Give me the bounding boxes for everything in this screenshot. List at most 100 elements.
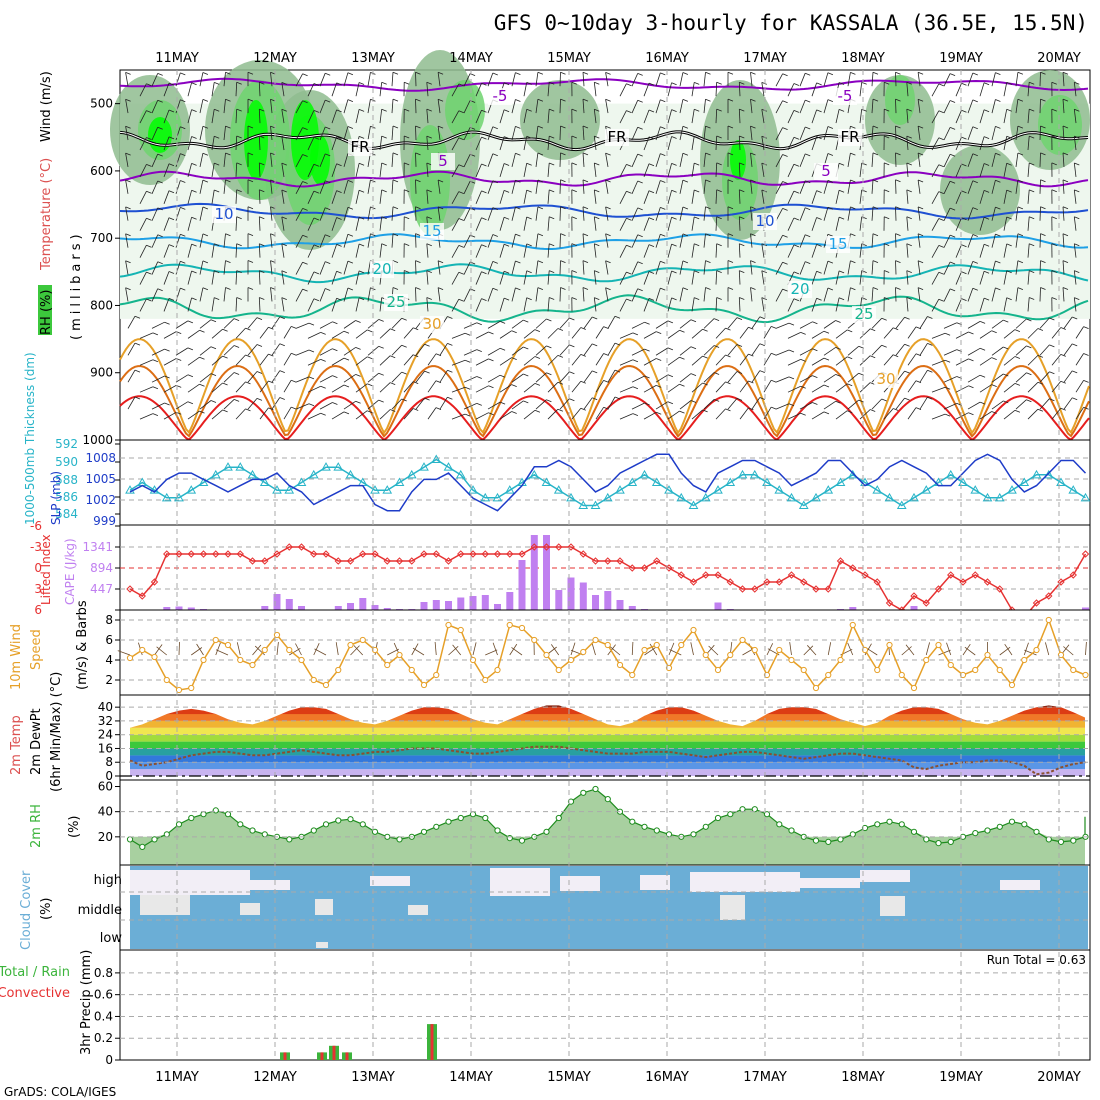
wind-barb-flag [805, 153, 811, 157]
thickness-point [1080, 492, 1091, 502]
wind-barb-flag [660, 72, 666, 76]
wind-barb [667, 217, 672, 231]
wind-barb [535, 233, 539, 248]
thickness-point [970, 485, 981, 494]
wind-barb [463, 403, 477, 410]
wind-barb [271, 370, 281, 383]
wind-barb [643, 331, 657, 339]
wind-barb [593, 270, 597, 285]
wind-barb-flag [225, 71, 231, 75]
wind-barb [427, 380, 437, 393]
wind-barb-flag [358, 243, 365, 247]
wind-barb [187, 136, 192, 151]
wind-barb-flag [895, 206, 901, 210]
wind-barb-flag [481, 271, 487, 275]
wind-barb-flag [759, 343, 765, 347]
wind-barb [367, 72, 371, 87]
wind-speed-point [310, 676, 317, 684]
wind-barb [859, 328, 871, 339]
y-tick-label: 20 [98, 830, 113, 844]
wind-barb [235, 270, 238, 285]
wind-barb [703, 206, 706, 221]
lifted-index-point [506, 550, 514, 558]
wind-barb [499, 136, 505, 151]
wind-barb-10m [335, 642, 339, 656]
wind-barb [391, 398, 402, 410]
wind-barb [1073, 189, 1077, 204]
wind-barb-flag [1006, 243, 1012, 247]
wind-barb-flag [917, 125, 924, 129]
wind-barb [691, 409, 703, 420]
wind-barb [211, 297, 215, 312]
wind-barb-flag [850, 233, 856, 237]
wind-barb [127, 342, 136, 356]
wind-barb-10m [1024, 649, 1037, 656]
wind-barb-flag [225, 287, 231, 290]
contour-label: FR [350, 138, 369, 156]
wind-barb [703, 233, 706, 248]
wind-barb-flag [336, 136, 342, 140]
wind-barb [307, 217, 315, 231]
wind-barb [582, 125, 585, 141]
wind-barb [367, 206, 371, 221]
wind-barb [355, 270, 360, 285]
cape-bar [849, 607, 857, 610]
wind-barb-flag [991, 330, 997, 334]
wind-barb-flag [648, 109, 655, 113]
lifted-index-point [187, 550, 195, 558]
wind-barb-flag [827, 153, 834, 156]
wind-barb-flag [537, 125, 544, 129]
lifted-index-point [604, 557, 612, 565]
wind-barb [547, 82, 550, 97]
wind-barb-flag [435, 353, 442, 357]
wind-barb [883, 327, 894, 339]
wind-barb-flag [557, 328, 564, 331]
wind-barb-flag [1006, 135, 1012, 139]
wind-barb-flag [713, 372, 720, 375]
y-tick-label: 24 [98, 728, 113, 742]
wind-barb [835, 329, 848, 339]
wind-barb-flag [881, 317, 887, 321]
wind-barb-flag [313, 244, 320, 248]
wind-barb-flag [644, 375, 650, 379]
wind-barb-10m [295, 643, 302, 656]
wind-barb-flag [594, 135, 600, 139]
wind-barb [931, 359, 946, 366]
wind-barb-flag [1014, 383, 1021, 386]
wind-barb-flag [560, 125, 566, 129]
wind-barb [1015, 399, 1027, 410]
wind-barb [955, 83, 962, 97]
wind-barb [799, 180, 806, 194]
chart-title: GFS 0~10day 3-hourly for KASSALA (36.5E,… [494, 11, 1088, 35]
y-tick-label: 700 [90, 231, 113, 245]
wind-barb [751, 397, 761, 410]
wind-barb-flag [906, 135, 912, 139]
wind-barb [751, 343, 761, 356]
wind-barb [643, 217, 650, 231]
wind-barb [991, 373, 1004, 383]
thickness-point [431, 454, 442, 463]
wind-barb [955, 271, 962, 285]
thickness-point [958, 477, 968, 486]
wind-barb [967, 234, 974, 248]
rh2m-point [653, 827, 660, 834]
wind-barb-flag [1006, 162, 1012, 166]
wind-barb [475, 244, 482, 258]
rh2m-point [580, 789, 587, 796]
wind-barb [871, 260, 874, 275]
wind-barb [1003, 356, 1016, 366]
wind-barb-flag [1072, 316, 1078, 320]
wind-barb [223, 399, 235, 410]
wind-barb [1003, 109, 1008, 124]
y-tick-label: 0.2 [94, 1031, 113, 1045]
wind-barb-flag [927, 396, 933, 400]
wind-barb-flag [437, 287, 444, 290]
wind-barb [955, 385, 969, 393]
thickness-point [945, 469, 956, 479]
wind-barb-flag [202, 99, 209, 102]
wind-barb-flag [793, 163, 800, 167]
wind-barb-flag [850, 72, 856, 75]
cape-bar [347, 603, 354, 610]
y-tick-label: 8 [105, 613, 113, 627]
lifted-index-point [873, 578, 881, 586]
